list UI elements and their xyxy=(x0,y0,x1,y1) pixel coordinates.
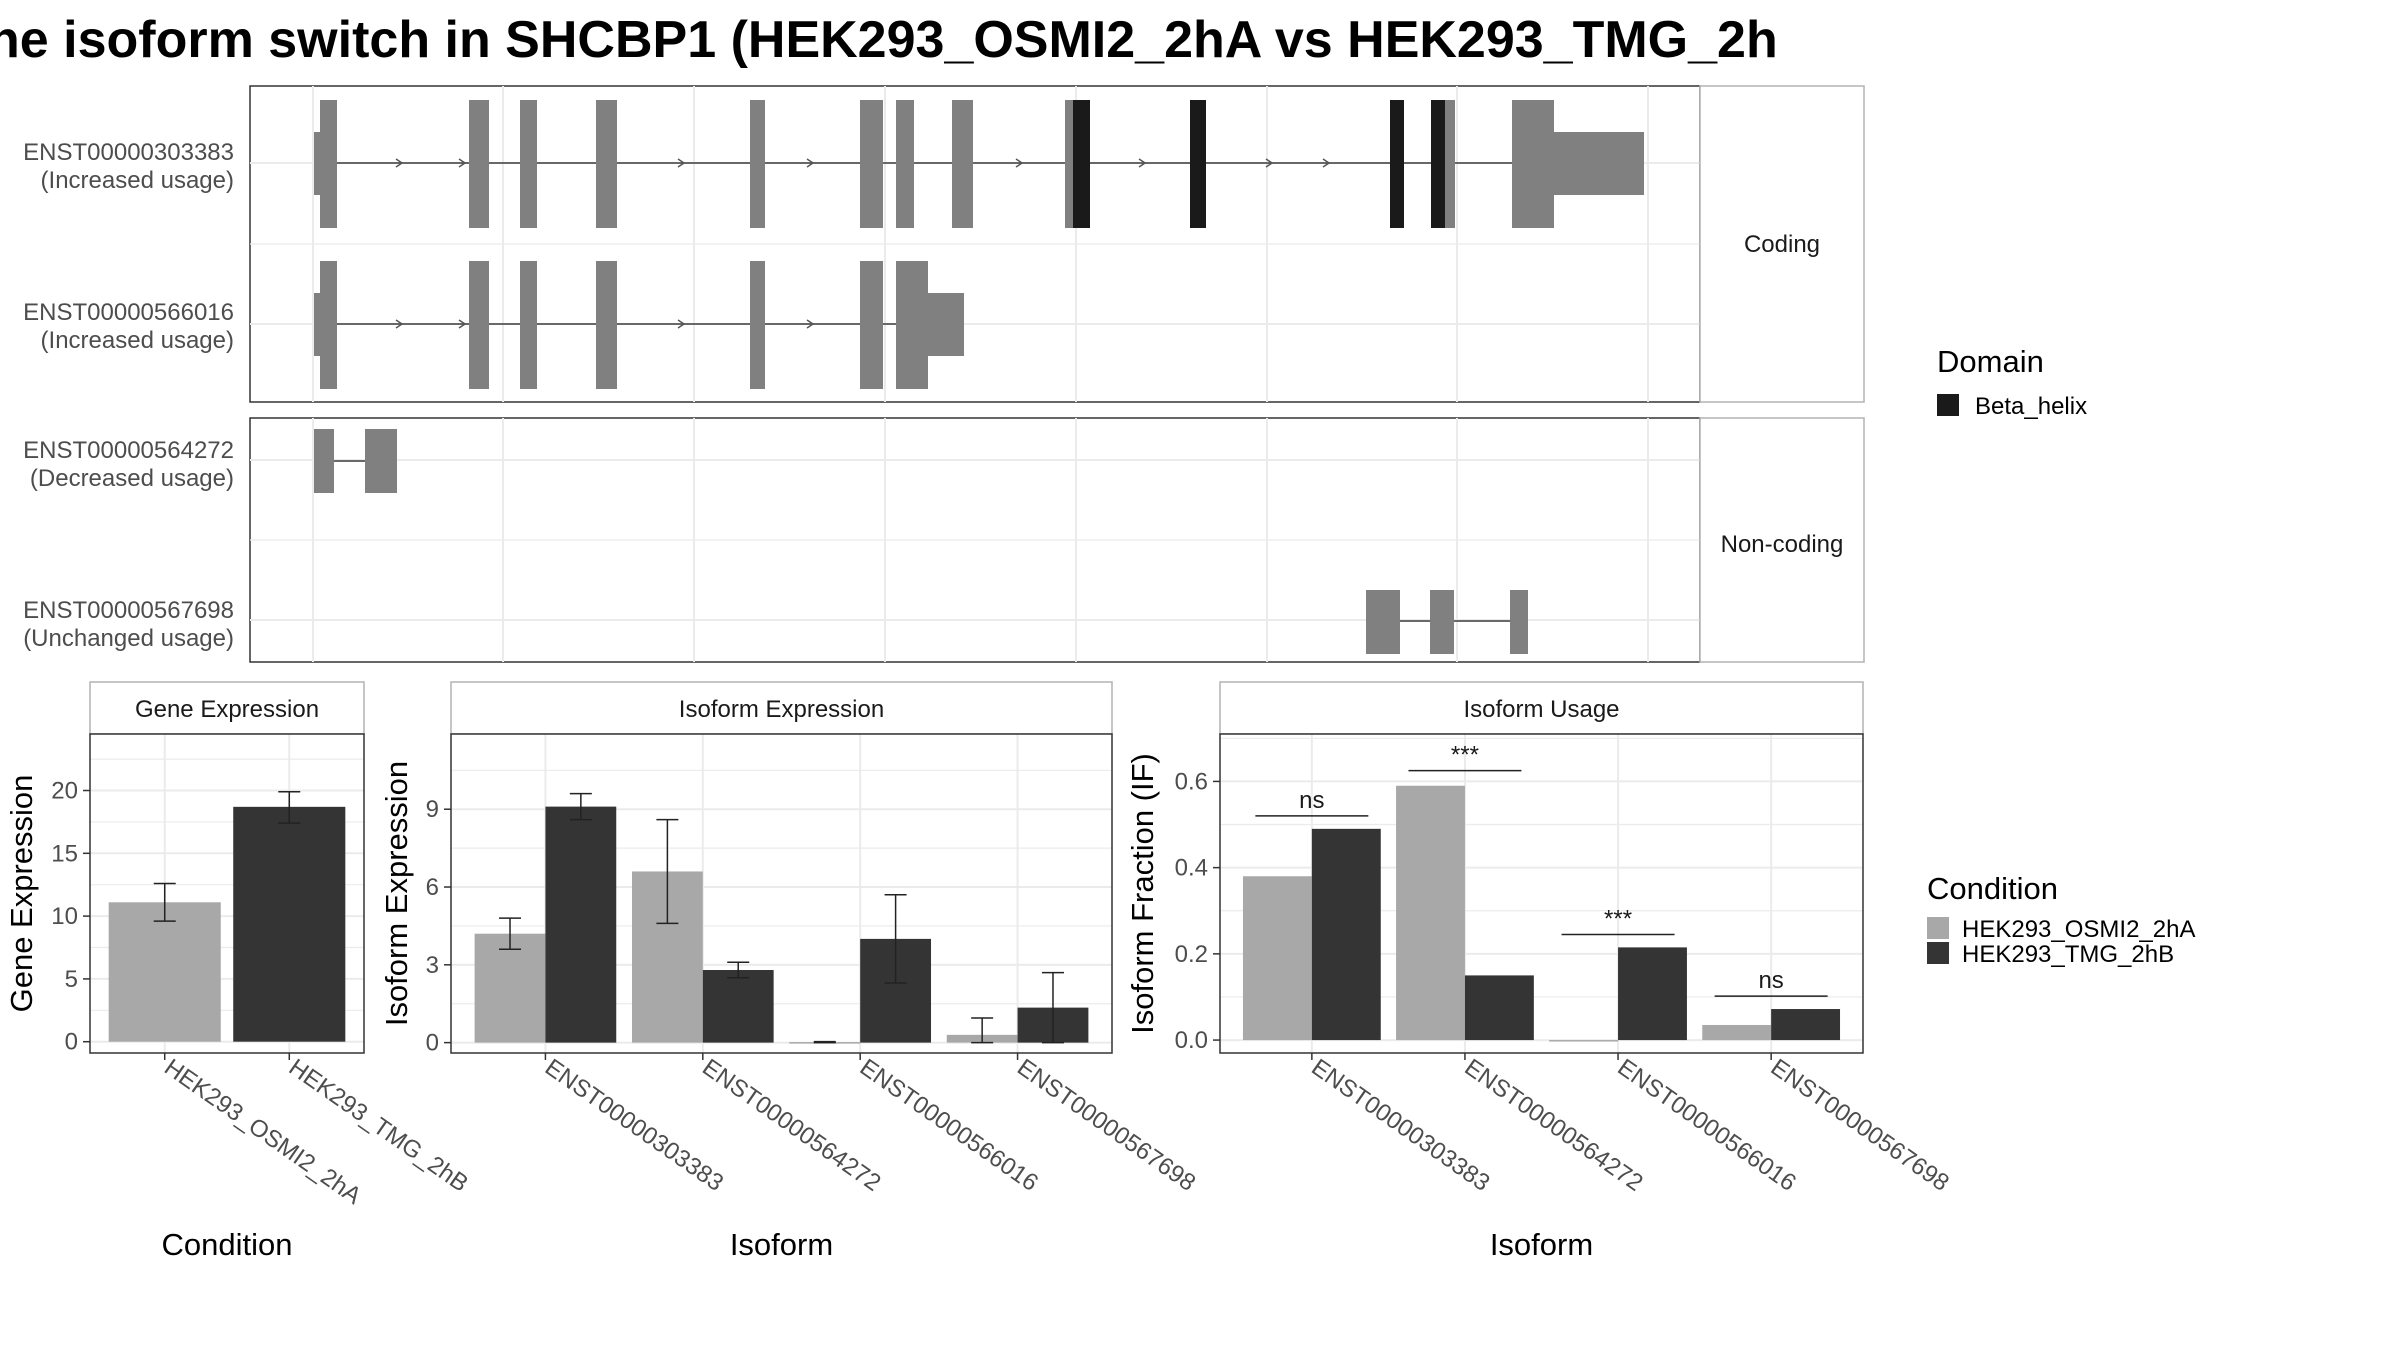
isoform-expression-chart: Isoform Expression0369ENST00000303383ENS… xyxy=(379,681,1200,1262)
x-axis-title: Isoform xyxy=(730,1227,833,1262)
isoform-id-label: ENST00000564272 xyxy=(23,437,234,464)
y-tick-label: 0.6 xyxy=(1175,768,1208,795)
panel-strip xyxy=(450,681,1113,735)
domain-legend-label: Beta_helix xyxy=(1975,393,2087,420)
y-tick-label: 5 xyxy=(65,966,78,993)
condition-legend-label: HEK293_TMG_2hB xyxy=(1962,941,2174,968)
isoform-track-ENST00000567698 xyxy=(1366,590,1528,654)
y-axis-title: Gene Expression xyxy=(4,775,39,1013)
structure-noncoding-gridlines xyxy=(250,418,1700,662)
panel-strip xyxy=(89,681,365,735)
intron-arrows xyxy=(395,319,815,329)
exon xyxy=(365,429,397,493)
domain-legend: Domain Beta_helix xyxy=(1937,344,2087,420)
y-tick-label: 10 xyxy=(51,903,78,930)
coding-strip: Coding xyxy=(1699,85,1865,403)
panel-border xyxy=(450,733,1113,1054)
isoform-track-ENST00000303383 xyxy=(314,100,1644,228)
significance-label: ns xyxy=(1299,787,1324,814)
figure-title: he isoform switch in SHCBP1 (HEK293_OSMI… xyxy=(0,11,1778,69)
exon xyxy=(314,429,334,493)
x-tick-label: HEK293_OSMI2_2hA xyxy=(159,1054,366,1210)
condition-legend-label: HEK293_OSMI2_2hA xyxy=(1962,916,2195,943)
y-tick-label: 0 xyxy=(426,1030,439,1057)
isoform-track-ENST00000566016 xyxy=(314,261,964,389)
y-tick-label: 9 xyxy=(426,796,439,823)
panel-strip-label: Gene Expression xyxy=(135,696,319,723)
bar xyxy=(1771,1009,1841,1041)
bar xyxy=(108,902,221,1042)
y-tick-label: 0.2 xyxy=(1175,941,1208,968)
bar xyxy=(545,806,617,1043)
domain-legend-key xyxy=(1937,394,1959,416)
y-axis-title: Isoform Fraction (IF) xyxy=(1125,753,1160,1034)
isoform-usage-label: (Unchanged usage) xyxy=(23,625,234,652)
isoform-id-label: ENST00000303383 xyxy=(23,139,234,166)
bar xyxy=(233,806,346,1042)
intron-arrows xyxy=(395,158,1331,168)
panel-strip-label: Isoform Expression xyxy=(679,696,884,723)
exon xyxy=(1430,590,1454,654)
condition-legend-title: Condition xyxy=(1927,871,2058,906)
y-axis-title: Isoform Expression xyxy=(379,761,414,1026)
exons xyxy=(314,100,1644,228)
y-tick-label: 20 xyxy=(51,778,78,805)
bar xyxy=(1618,947,1687,1041)
panel-strip xyxy=(1219,681,1864,735)
isoform-id-label: ENST00000567698 xyxy=(23,597,234,624)
exon xyxy=(1510,590,1528,654)
condition-legend-key xyxy=(1927,917,1949,939)
condition-legend: Condition HEK293_OSMI2_2hA HEK293_TMG_2h… xyxy=(1927,871,2195,968)
exon xyxy=(1366,590,1400,654)
domain-beta-helix xyxy=(1073,100,1445,228)
bar xyxy=(1242,876,1312,1041)
coding-y-labels: ENST00000303383 (Increased usage) ENST00… xyxy=(23,139,234,354)
isoform-usage-label: (Decreased usage) xyxy=(30,465,234,492)
noncoding-y-labels: ENST00000564272 (Decreased usage) ENST00… xyxy=(23,437,234,652)
exons xyxy=(314,261,964,389)
bar xyxy=(702,970,774,1043)
coding-strip-label: Coding xyxy=(1744,231,1820,258)
significance-label: ns xyxy=(1758,967,1783,994)
x-axis-title: Condition xyxy=(162,1227,293,1262)
y-tick-label: 0 xyxy=(65,1029,78,1056)
bar xyxy=(474,933,546,1043)
bar xyxy=(1549,1040,1619,1042)
isoform-track-ENST00000564272 xyxy=(314,429,397,493)
structure-coding-panel xyxy=(249,85,1701,403)
significance-label: *** xyxy=(1604,905,1632,932)
noncoding-strip: Non-coding xyxy=(1699,417,1865,663)
panel-border xyxy=(1219,733,1864,1054)
isoform-usage-chart: Isoform Usage0.00.20.40.6ns******nsENST0… xyxy=(1125,681,1954,1262)
panel-border xyxy=(89,733,365,1054)
y-tick-label: 0.4 xyxy=(1175,855,1208,882)
y-tick-label: 15 xyxy=(51,840,78,867)
significance-label: *** xyxy=(1451,742,1479,769)
domain-legend-title: Domain xyxy=(1937,344,2044,379)
structure-noncoding-panel xyxy=(249,417,1701,663)
isoform-usage-label: (Increased usage) xyxy=(41,327,234,354)
y-tick-label: 3 xyxy=(426,952,439,979)
bar xyxy=(1396,785,1465,1041)
y-tick-label: 0.0 xyxy=(1175,1027,1208,1054)
isoform-id-label: ENST00000566016 xyxy=(23,299,234,326)
condition-legend-key xyxy=(1927,942,1949,964)
bar xyxy=(1311,828,1381,1041)
isoform-usage-label: (Increased usage) xyxy=(41,167,234,194)
x-axis-title: Isoform xyxy=(1490,1227,1593,1262)
noncoding-strip-label: Non-coding xyxy=(1721,531,1844,558)
y-tick-label: 6 xyxy=(426,874,439,901)
panel-strip-label: Isoform Usage xyxy=(1463,696,1619,723)
bar xyxy=(1464,975,1534,1041)
bar xyxy=(1702,1024,1772,1041)
